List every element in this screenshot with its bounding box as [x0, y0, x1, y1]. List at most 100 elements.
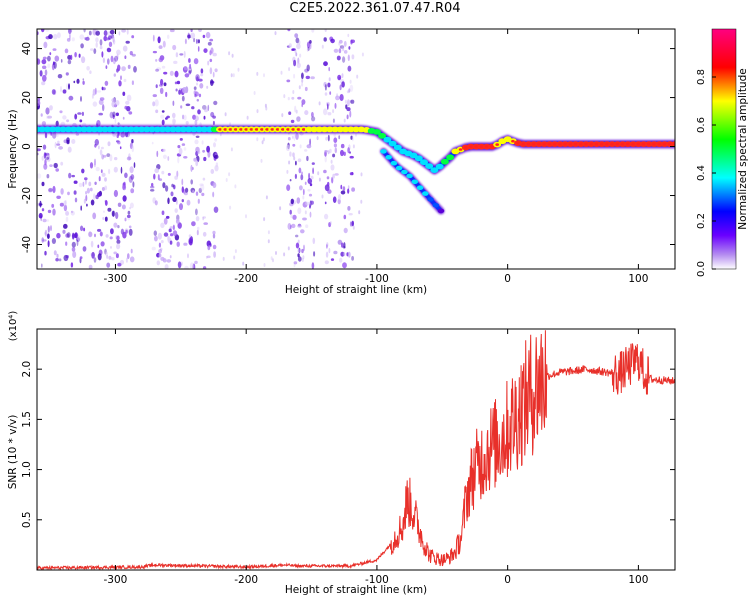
noise-speck — [349, 172, 354, 176]
noise-speck — [293, 261, 298, 265]
noise-speck — [121, 204, 126, 210]
noise-speck — [289, 209, 292, 215]
noise-speck — [297, 248, 300, 253]
noise-speck — [66, 119, 70, 123]
ridge-peak — [474, 145, 479, 148]
noise-speck — [313, 251, 316, 257]
noise-speck — [202, 216, 205, 221]
noise-speck — [167, 235, 171, 242]
noise-speck — [231, 53, 234, 58]
y-tick-label: 20 — [21, 91, 33, 104]
noise-speck — [331, 176, 334, 184]
noise-speck — [157, 174, 160, 181]
noise-speck — [193, 58, 199, 65]
noise-speck — [126, 214, 131, 218]
noise-speck — [234, 249, 237, 254]
snr-y-axis-label: SNR (10 * v/v) — [7, 415, 19, 490]
noise-speck — [287, 96, 290, 101]
noise-speck — [119, 146, 122, 150]
noise-speck — [297, 256, 302, 262]
noise-speck — [341, 242, 344, 248]
noise-speck — [101, 51, 104, 58]
noise-speck — [177, 145, 181, 149]
noise-speck — [300, 174, 304, 181]
noise-speck — [156, 67, 162, 71]
noise-speck — [54, 55, 60, 62]
noise-speck — [56, 134, 59, 138]
noise-speck — [120, 75, 122, 80]
x-tick-label: 0 — [504, 574, 511, 586]
noise-speck — [299, 185, 303, 191]
noise-speck — [167, 197, 170, 205]
noise-speck — [222, 256, 225, 261]
ridge-point — [671, 141, 675, 147]
noise-speck — [296, 43, 301, 50]
noise-speck — [44, 158, 47, 166]
x-tick-label: 100 — [628, 574, 648, 586]
noise-speck — [291, 223, 296, 229]
noise-speck — [326, 244, 328, 249]
noise-speck — [151, 141, 154, 145]
noise-speck — [175, 218, 180, 224]
noise-speck — [131, 139, 134, 144]
spectrogram-y-axis-label: Frequency (Hz) — [7, 109, 19, 188]
noise-speck — [156, 150, 159, 158]
ridge-peak — [495, 143, 500, 146]
ridge-peak — [458, 148, 463, 151]
noise-speck — [112, 114, 115, 120]
noise-speck — [292, 90, 295, 94]
noise-speck — [57, 32, 61, 39]
noise-speck — [78, 53, 81, 58]
noise-speck — [347, 147, 350, 154]
noise-speck — [90, 240, 94, 248]
noise-speck — [290, 214, 294, 219]
noise-speck — [318, 101, 321, 106]
noise-speck — [213, 206, 219, 213]
noise-speck — [71, 246, 76, 252]
noise-speck — [155, 109, 159, 114]
noise-speck — [100, 241, 105, 247]
x-tick-label: -200 — [234, 574, 258, 586]
noise-speck — [37, 173, 42, 179]
noise-speck — [53, 162, 58, 169]
noise-speck — [349, 79, 352, 84]
ridge-point — [446, 154, 455, 161]
noise-speck — [329, 148, 332, 154]
noise-speck — [66, 137, 70, 143]
noise-speck — [287, 223, 292, 230]
noise-speck — [321, 194, 324, 199]
noise-speck — [212, 101, 218, 105]
noise-speck — [333, 250, 338, 255]
noise-speck — [69, 32, 71, 40]
ridge-peak — [662, 142, 667, 146]
noise-speck — [280, 70, 283, 75]
noise-speck — [310, 76, 315, 80]
noise-speck — [125, 100, 130, 105]
noise-speck — [345, 104, 348, 109]
ridge-point — [425, 163, 434, 170]
noise-speck — [246, 115, 249, 120]
noise-speck — [63, 200, 67, 206]
noise-speck — [295, 37, 300, 44]
noise-speck — [90, 199, 95, 206]
colorbar-tick-label: 0.2 — [696, 213, 707, 229]
noise-speck — [206, 145, 211, 153]
noise-speck — [308, 172, 311, 180]
snr-panel: -300 -200 -100 0 100 0.5 1.0 1.5 2.0 Height of … — [7, 311, 676, 596]
noise-speck — [40, 215, 42, 222]
noise-speck — [115, 253, 119, 259]
noise-speck — [101, 154, 105, 160]
noise-speck — [117, 225, 120, 229]
noise-speck — [237, 67, 240, 72]
noise-speck — [74, 52, 77, 58]
noise-speck — [122, 116, 125, 120]
noise-speck — [295, 109, 298, 114]
noise-speck — [41, 121, 47, 126]
noise-speck — [299, 53, 302, 58]
noise-speck — [289, 151, 292, 157]
noise-speck — [112, 210, 115, 217]
noise-speck — [108, 168, 111, 175]
noise-speck — [198, 78, 203, 82]
noise-speck — [213, 251, 217, 258]
noise-speck — [83, 198, 86, 204]
